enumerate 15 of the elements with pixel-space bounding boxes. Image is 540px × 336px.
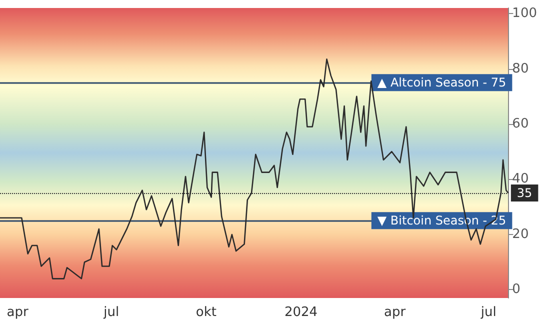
ref-line-label: ▲ Altcoin Season - 75: [377, 76, 506, 90]
x-tick-label: 2024: [284, 305, 318, 320]
ref-line-label: 35: [516, 186, 532, 200]
y-tick-label: 100: [512, 6, 538, 22]
line-series: [0, 58, 509, 280]
y-tick-label: 60: [512, 116, 529, 132]
y-tick-label: 40: [512, 172, 529, 187]
x-tick-label: apr: [384, 305, 406, 320]
y-tick-label: 80: [512, 61, 529, 76]
y-tick-label: 20: [512, 226, 529, 242]
x-tick-label: jul: [102, 305, 120, 320]
x-tick-label: okt: [196, 305, 216, 320]
x-tick-label: jul: [480, 305, 496, 320]
y-tick-label: 0: [512, 282, 520, 298]
x-tick-label: apr: [6, 305, 29, 320]
